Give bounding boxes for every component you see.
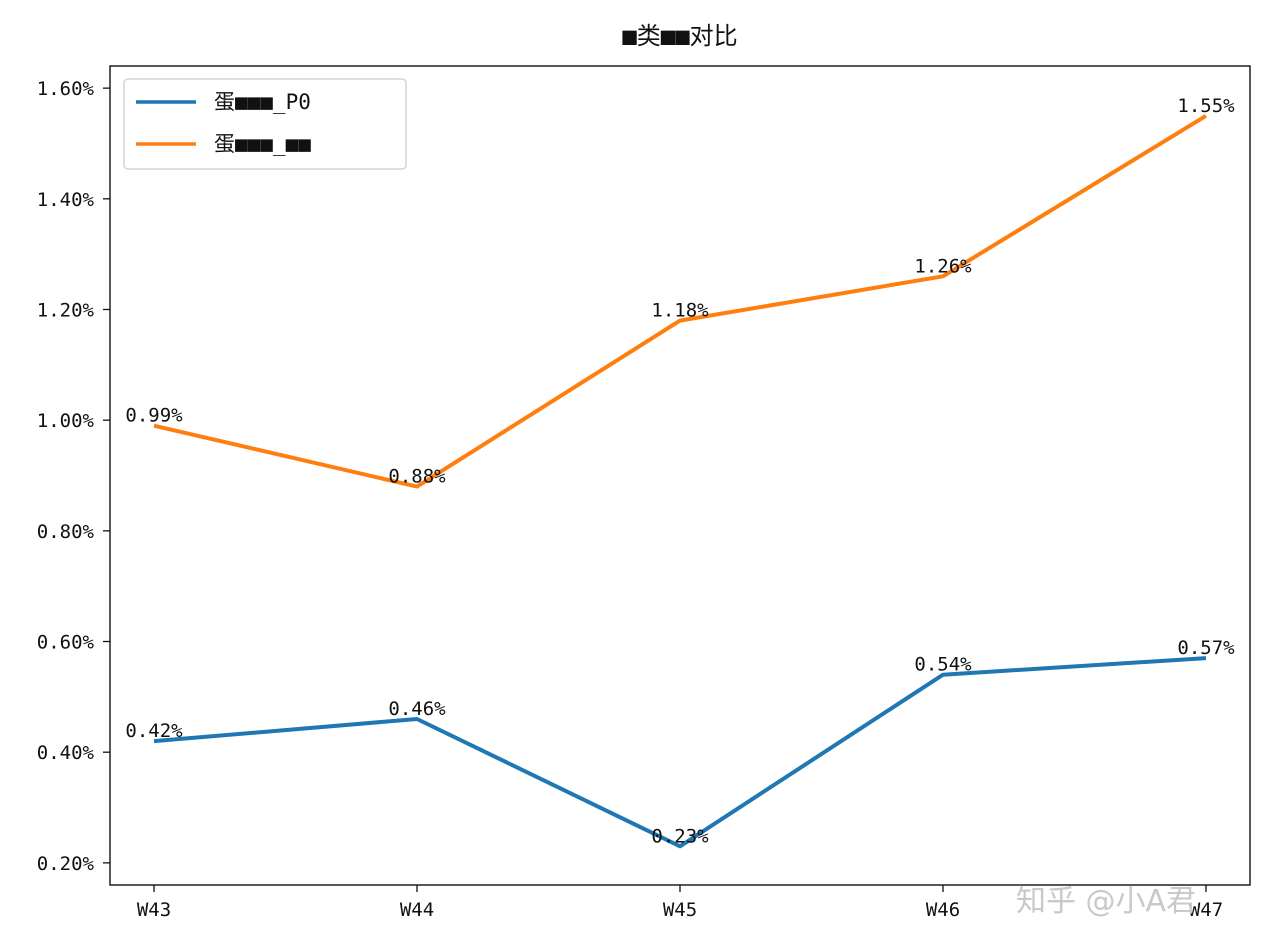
data-label: 0.23% xyxy=(651,825,709,847)
x-tick-label: W46 xyxy=(926,899,960,921)
series-line-1 xyxy=(153,114,1208,489)
data-label: 0.88% xyxy=(388,466,446,488)
x-tick-label: W43 xyxy=(137,899,171,921)
data-labels: 0.42% 0.46% 0.23% 0.54% 0.57% 0.99% 0.88% 1.18%… xyxy=(125,95,1235,847)
legend: 蛋■■■_P0 蛋■■■_■■ xyxy=(123,78,407,170)
watermark-text: 知乎 @小A君 xyxy=(1016,884,1196,919)
data-label: 0.42% xyxy=(125,720,183,742)
x-tick-label: W45 xyxy=(663,899,697,921)
data-label: 0.99% xyxy=(125,405,183,427)
y-tick-label: 1.00% xyxy=(37,410,95,432)
y-tick-label: 0.20% xyxy=(37,853,95,875)
data-label: 1.26% xyxy=(914,255,972,277)
legend-label-p0: 蛋■■■_P0 xyxy=(214,90,311,114)
y-tick-label: 1.60% xyxy=(37,78,95,100)
y-tick-label: 0.40% xyxy=(37,742,95,764)
y-tick-label: 1.40% xyxy=(37,189,95,211)
data-label: 0.54% xyxy=(914,654,972,676)
x-tick-label: W47 xyxy=(1189,899,1223,921)
chart-title: ■类■■对比 xyxy=(622,22,737,50)
x-tick-label: W44 xyxy=(400,899,434,921)
y-axis: 1.60% 1.40% 1.20% 1.00% 0.80% 0.60% 0.40% 0.20% xyxy=(37,78,110,875)
plot-area xyxy=(109,65,1251,886)
y-tick-label: 0.80% xyxy=(37,521,95,543)
data-label: 1.55% xyxy=(1177,95,1235,117)
legend-label-second: 蛋■■■_■■ xyxy=(214,132,311,156)
series-layer xyxy=(153,114,1208,849)
y-tick-label: 0.60% xyxy=(37,632,95,654)
series-line-0 xyxy=(153,656,1207,849)
data-label: 0.46% xyxy=(388,698,446,720)
x-axis: W43 W44 W45 W46 W47 xyxy=(137,885,1223,921)
y-tick-label: 1.20% xyxy=(37,299,95,321)
data-label: 0.57% xyxy=(1177,637,1235,659)
data-label: 1.18% xyxy=(651,300,709,322)
